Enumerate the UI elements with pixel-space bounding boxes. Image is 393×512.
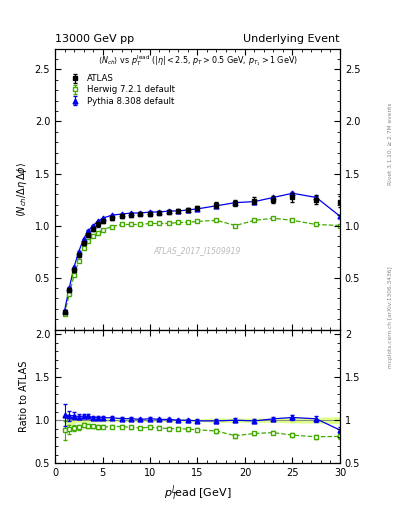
Text: Rivet 3.1.10, ≥ 2.7M events: Rivet 3.1.10, ≥ 2.7M events (388, 102, 393, 185)
Text: mcplots.cern.ch [arXiv:1306.3436]: mcplots.cern.ch [arXiv:1306.3436] (388, 267, 393, 368)
Y-axis label: Ratio to ATLAS: Ratio to ATLAS (19, 361, 29, 432)
X-axis label: $p_T^l\!$ead [GeV]: $p_T^l\!$ead [GeV] (164, 484, 231, 503)
Text: ATLAS_2017_I1509919: ATLAS_2017_I1509919 (154, 246, 241, 255)
Legend: ATLAS, Herwig 7.2.1 default, Pythia 8.308 default: ATLAS, Herwig 7.2.1 default, Pythia 8.30… (65, 73, 177, 108)
Text: 13000 GeV pp: 13000 GeV pp (55, 33, 134, 44)
Y-axis label: $\langle N_{ch} / \Delta\eta\,\Delta\phi \rangle$: $\langle N_{ch} / \Delta\eta\,\Delta\phi… (15, 161, 29, 217)
Text: Underlying Event: Underlying Event (243, 33, 340, 44)
Text: $\langle N_{ch}\rangle$ vs $p_T^{\rm lead}$ ($|\eta|<2.5$, $p_T>0.5$ GeV, $p_{T_: $\langle N_{ch}\rangle$ vs $p_T^{\rm lea… (97, 53, 298, 68)
